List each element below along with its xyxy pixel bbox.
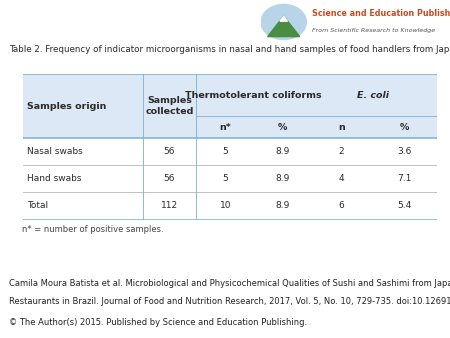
Text: 5.4: 5.4 bbox=[397, 201, 412, 210]
Text: 4: 4 bbox=[338, 174, 344, 183]
Text: 8.9: 8.9 bbox=[275, 174, 289, 183]
Text: 112: 112 bbox=[161, 201, 178, 210]
Text: 5: 5 bbox=[222, 147, 228, 156]
Text: Restaurants in Brazil. Journal of Food and Nutrition Research, 2017, Vol. 5, No.: Restaurants in Brazil. Journal of Food a… bbox=[9, 297, 450, 306]
Text: 2: 2 bbox=[338, 147, 344, 156]
Text: 3.6: 3.6 bbox=[397, 147, 412, 156]
Text: %: % bbox=[400, 123, 409, 131]
Text: n: n bbox=[338, 123, 345, 131]
Text: Samples origin: Samples origin bbox=[27, 102, 106, 111]
Text: Samples
collected: Samples collected bbox=[145, 96, 194, 116]
Text: Total: Total bbox=[27, 201, 49, 210]
Text: %: % bbox=[278, 123, 287, 131]
Text: Table 2. Frequency of indicator microorganisms in nasal and hand samples of food: Table 2. Frequency of indicator microorg… bbox=[9, 45, 450, 53]
Polygon shape bbox=[280, 16, 288, 21]
Text: 8.9: 8.9 bbox=[275, 147, 289, 156]
Text: n*: n* bbox=[220, 123, 231, 131]
Text: E. coli: E. coli bbox=[357, 91, 389, 100]
Text: © The Author(s) 2015. Published by Science and Education Publishing.: © The Author(s) 2015. Published by Scien… bbox=[9, 318, 307, 327]
Text: 8.9: 8.9 bbox=[275, 201, 289, 210]
Text: Nasal swabs: Nasal swabs bbox=[27, 147, 83, 156]
Text: 7.1: 7.1 bbox=[397, 174, 412, 183]
Bar bbox=[22, 138, 436, 220]
Circle shape bbox=[261, 4, 306, 40]
Text: 56: 56 bbox=[164, 174, 175, 183]
Text: Camila Moura Batista et al. Microbiological and Physicochemical Qualities of Sus: Camila Moura Batista et al. Microbiologi… bbox=[9, 279, 450, 288]
Text: Thermotolerant coliforms: Thermotolerant coliforms bbox=[185, 91, 322, 100]
Text: 56: 56 bbox=[164, 147, 175, 156]
Text: n* = number of positive samples.: n* = number of positive samples. bbox=[22, 225, 164, 234]
Text: 5: 5 bbox=[222, 174, 228, 183]
Text: Science and Education Publishing: Science and Education Publishing bbox=[312, 9, 450, 18]
Text: 10: 10 bbox=[220, 201, 231, 210]
Text: Hand swabs: Hand swabs bbox=[27, 174, 82, 183]
Polygon shape bbox=[268, 16, 300, 37]
Bar bbox=[22, 74, 436, 138]
Text: From Scientific Research to Knowledge: From Scientific Research to Knowledge bbox=[312, 28, 435, 33]
Text: 6: 6 bbox=[338, 201, 344, 210]
